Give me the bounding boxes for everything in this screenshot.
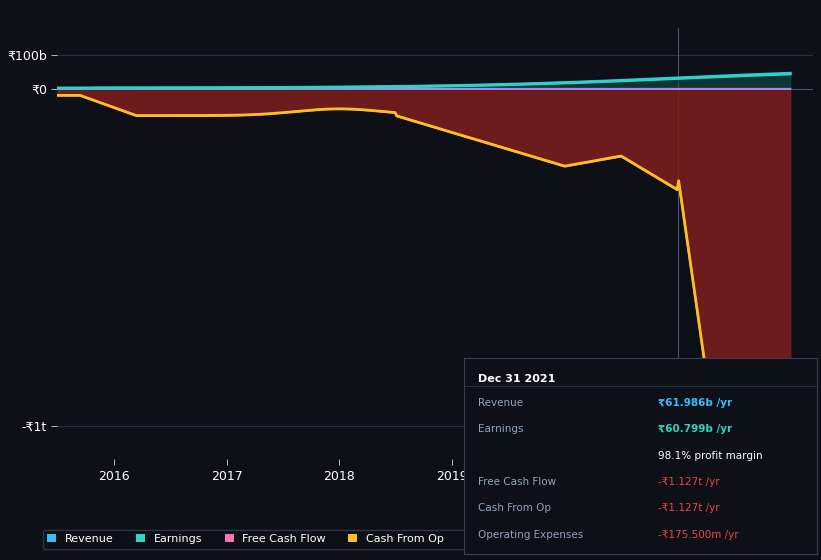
Text: Dec 31 2021: Dec 31 2021 — [478, 374, 555, 384]
Text: -₹1.127t /yr: -₹1.127t /yr — [658, 503, 720, 514]
Text: Operating Expenses: Operating Expenses — [478, 530, 583, 540]
Text: Earnings: Earnings — [478, 424, 524, 434]
Text: 98.1% profit margin: 98.1% profit margin — [658, 450, 763, 460]
Text: Cash From Op: Cash From Op — [478, 503, 551, 514]
Text: ₹61.986b /yr: ₹61.986b /yr — [658, 398, 732, 408]
Text: Revenue: Revenue — [478, 398, 523, 408]
Text: -₹175.500m /yr: -₹175.500m /yr — [658, 530, 739, 540]
Text: ₹60.799b /yr: ₹60.799b /yr — [658, 424, 732, 434]
Text: Free Cash Flow: Free Cash Flow — [478, 477, 556, 487]
Legend: Revenue, Earnings, Free Cash Flow, Cash From Op, Operating Expenses: Revenue, Earnings, Free Cash Flow, Cash … — [43, 530, 601, 548]
Text: -₹1.127t /yr: -₹1.127t /yr — [658, 477, 720, 487]
